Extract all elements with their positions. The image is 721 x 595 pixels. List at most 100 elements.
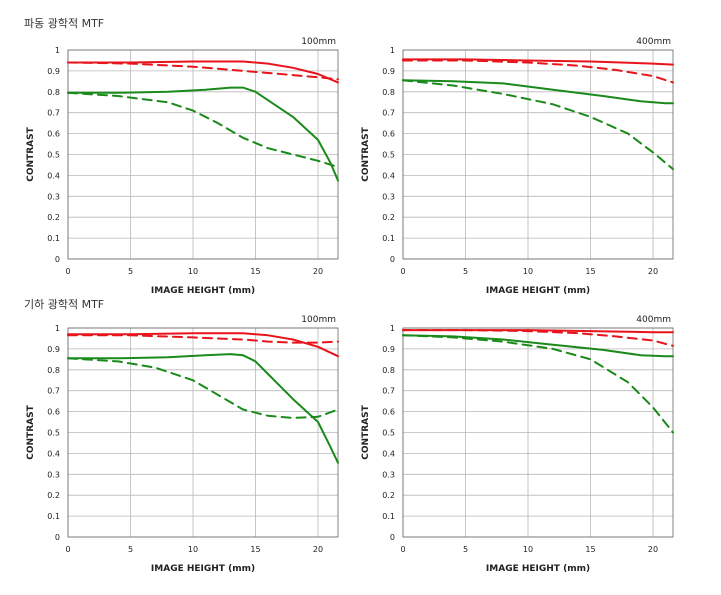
x-tick-label: 10 (523, 267, 533, 276)
x-tick-label: 20 (313, 267, 323, 276)
y-tick-label: 0.2 (47, 213, 60, 222)
series-line-red-solid (67, 60, 339, 84)
y-tick-label: 0.3 (47, 192, 60, 201)
x-tick-label: 20 (648, 545, 658, 554)
y-tick-label: 1 (55, 46, 60, 55)
y-tick-label: 0.5 (47, 151, 60, 160)
x-axis-label: IMAGE HEIGHT (mm) (151, 286, 255, 296)
series-line-green-dashed (67, 91, 339, 168)
series-line-green-solid (402, 334, 674, 358)
x-tick-label: 10 (523, 545, 533, 554)
chart-geometric-400mm: 00.10.20.30.40.50.60.70.80.910 5 10 15 20400… (361, 315, 674, 574)
section-title-geometric-mtf: 기하 광학적 MTF (24, 298, 105, 311)
y-tick-label: 0.1 (47, 512, 60, 521)
x-axis-label: IMAGE HEIGHT (mm) (486, 286, 590, 296)
y-tick-label: 0.4 (47, 449, 60, 458)
y-tick-label: 0.3 (47, 470, 60, 479)
y-tick-label: 0.8 (382, 88, 395, 97)
chart-title: 100mm (301, 37, 336, 47)
y-tick-label: 0.7 (382, 109, 395, 118)
y-tick-label: 1 (390, 324, 395, 333)
x-tick-label: 5 (463, 545, 468, 554)
y-tick-label: 0.6 (47, 408, 60, 417)
y-axis-label: CONTRAST (361, 126, 371, 181)
y-tick-label: 0.1 (47, 234, 60, 243)
y-tick-label: 0.2 (382, 213, 395, 222)
y-tick-label: 0.8 (382, 366, 395, 375)
chart-wave-100mm: 00.10.20.30.40.50.60.70.80.910 5 10 15 20100… (26, 37, 339, 296)
series-line-green-solid (402, 79, 674, 105)
y-axis-label: CONTRAST (361, 404, 371, 459)
series-line-green-solid (67, 86, 339, 182)
x-tick-label: 5 (128, 545, 133, 554)
series-line-green-dashed (67, 357, 339, 419)
x-tick-label: 15 (250, 267, 260, 276)
y-tick-label: 0 (390, 533, 395, 542)
y-tick-label: 0.6 (47, 130, 60, 139)
y-tick-label: 1 (55, 324, 60, 333)
plot-frame (402, 49, 674, 260)
series-line-red-dashed (67, 334, 339, 344)
y-tick-label: 0.6 (382, 408, 395, 417)
series-line-red-solid (67, 332, 339, 358)
x-tick-label: 0 (400, 545, 405, 554)
y-tick-label: 0.9 (382, 345, 395, 354)
x-tick-label: 5 (128, 267, 133, 276)
x-axis-label: IMAGE HEIGHT (mm) (151, 564, 255, 574)
y-tick-label: 0.5 (47, 429, 60, 438)
y-tick-label: 0.7 (47, 387, 60, 396)
plot-frame (67, 49, 339, 260)
y-tick-label: 0.9 (47, 345, 60, 354)
y-tick-label: 0.8 (47, 366, 60, 375)
x-tick-label: 0 (65, 267, 70, 276)
y-tick-label: 0.5 (382, 151, 395, 160)
y-tick-label: 0.3 (382, 470, 395, 479)
y-tick-label: 0.6 (382, 130, 395, 139)
chart-title: 400mm (636, 37, 671, 47)
x-tick-label: 0 (65, 545, 70, 554)
y-tick-label: 1 (390, 46, 395, 55)
y-tick-label: 0.2 (382, 491, 395, 500)
y-tick-label: 0.2 (47, 491, 60, 500)
x-tick-label: 20 (313, 545, 323, 554)
y-tick-label: 0.3 (382, 192, 395, 201)
y-axis-label: CONTRAST (26, 404, 36, 459)
y-tick-label: 0.9 (382, 67, 395, 76)
series-line-red-dashed (67, 61, 339, 81)
y-tick-label: 0.9 (47, 67, 60, 76)
y-tick-label: 0 (55, 533, 60, 542)
series-line-red-dashed (402, 329, 674, 347)
y-tick-label: 0.8 (47, 88, 60, 97)
y-tick-label: 0.7 (382, 387, 395, 396)
x-tick-label: 15 (585, 545, 595, 554)
chart-geometric-100mm: 00.10.20.30.40.50.60.70.80.910 5 10 15 20100… (26, 315, 339, 574)
series-line-red-dashed (402, 59, 674, 84)
series-line-red-solid (402, 58, 674, 66)
x-tick-label: 10 (188, 545, 198, 554)
y-tick-label: 0.1 (382, 234, 395, 243)
section-title-wave-mtf: 파동 광학적 MTF (24, 17, 105, 30)
chart-title: 100mm (301, 315, 336, 325)
y-tick-label: 0.7 (47, 109, 60, 118)
y-tick-label: 0.4 (47, 171, 60, 180)
plot-frame (67, 327, 339, 538)
x-tick-label: 15 (250, 545, 260, 554)
y-tick-label: 0 (55, 255, 60, 264)
x-tick-label: 0 (400, 267, 405, 276)
x-tick-label: 20 (648, 267, 658, 276)
x-axis-label: IMAGE HEIGHT (mm) (486, 564, 590, 574)
series-line-green-solid (67, 353, 339, 464)
x-tick-label: 15 (585, 267, 595, 276)
x-tick-label: 5 (463, 267, 468, 276)
series-line-green-dashed (402, 79, 674, 171)
chart-title: 400mm (636, 315, 671, 325)
y-axis-label: CONTRAST (26, 126, 36, 181)
y-tick-label: 0.1 (382, 512, 395, 521)
y-tick-label: 0.4 (382, 449, 395, 458)
chart-wave-400mm: 00.10.20.30.40.50.60.70.80.910 5 10 15 20400… (361, 37, 674, 296)
y-tick-label: 0 (390, 255, 395, 264)
y-tick-label: 0.4 (382, 171, 395, 180)
y-tick-label: 0.5 (382, 429, 395, 438)
series-line-green-dashed (402, 334, 674, 434)
x-tick-label: 10 (188, 267, 198, 276)
